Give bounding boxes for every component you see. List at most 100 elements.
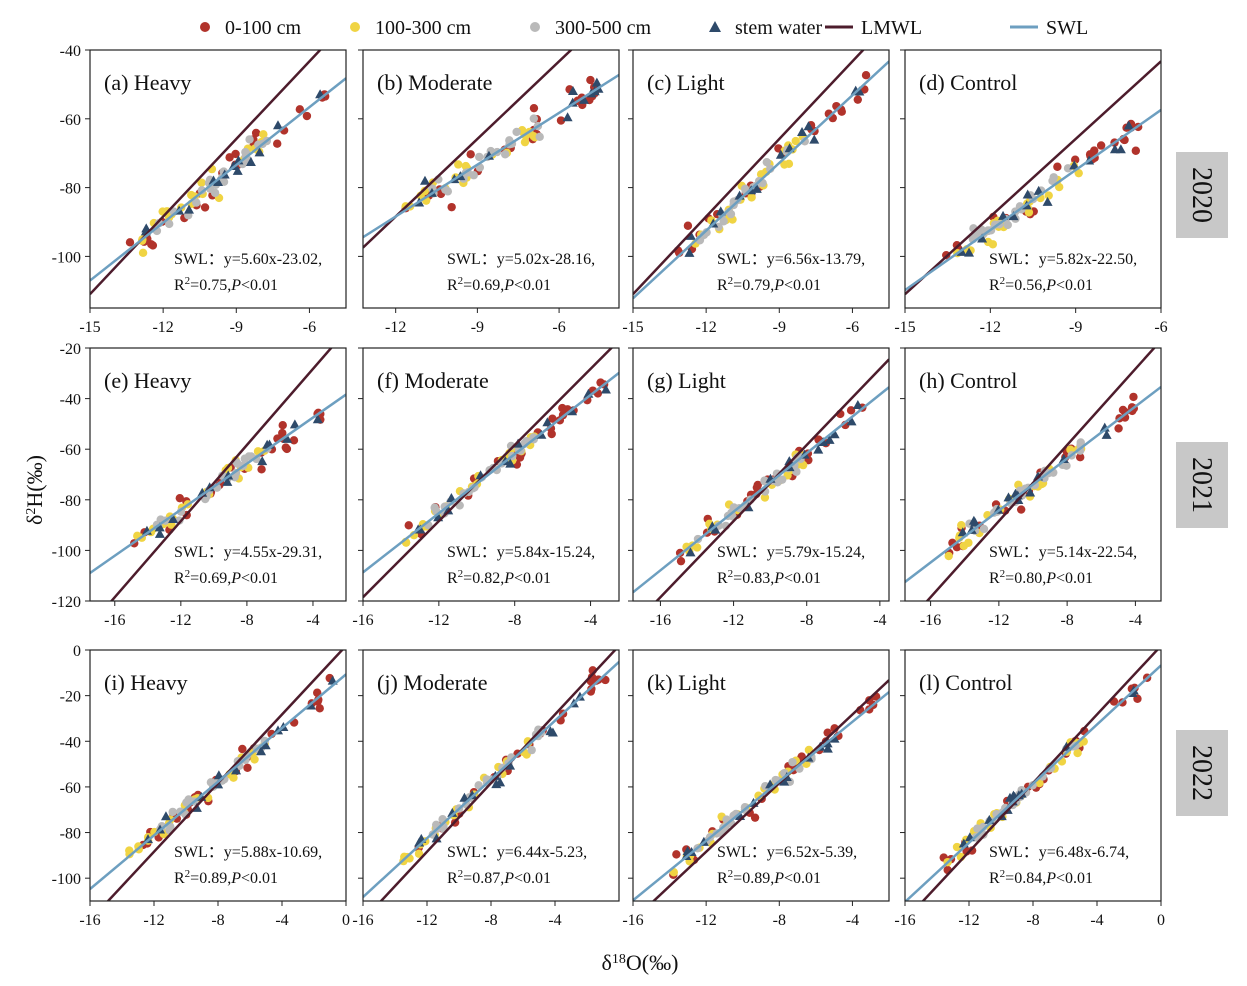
0-100cm-point <box>278 420 287 430</box>
swl-line <box>90 393 346 575</box>
y-tick-label: -80 <box>60 826 81 843</box>
stem-water-point <box>829 429 840 439</box>
0-100cm-point <box>243 763 252 772</box>
r2-p-value: R2=0.83,P<0.01 <box>717 568 821 587</box>
stem-water-point <box>260 740 271 750</box>
100-300cm-point <box>1073 748 1082 758</box>
swl-line <box>905 108 1161 292</box>
stem-water-point <box>1058 453 1069 463</box>
panel-h-control: -16 -12 -8 -4 (h) Control SWL：y=5.14x-22.54, R… <box>900 347 1162 629</box>
300-500cm-point <box>800 137 809 146</box>
legend-label: SWL <box>1046 17 1088 39</box>
legend-label: LMWL <box>861 17 922 39</box>
stem-water-point <box>809 134 820 144</box>
100-300cm-point <box>959 541 969 551</box>
stem-water-point <box>545 726 556 736</box>
0-100cm-point <box>1016 505 1026 514</box>
300-500cm-point <box>740 184 750 194</box>
0-100cm-point <box>529 103 539 113</box>
300-500cm-point <box>501 150 510 159</box>
legend-label: stem water <box>735 17 823 39</box>
stem-water-point <box>574 691 585 701</box>
x-tick-label: -8 <box>1060 612 1073 629</box>
stem-water-point <box>797 126 808 136</box>
row-label-2022: 2022 <box>1176 730 1228 816</box>
swl-equation: SWL：y=5.14x-22.54, <box>989 544 1137 561</box>
legend-marker <box>709 21 721 32</box>
plot-area <box>90 50 346 296</box>
lmwl-line <box>633 50 865 296</box>
x-tick-label: -4 <box>306 612 319 629</box>
panel-title: (g) Light <box>647 368 726 393</box>
swl-line <box>363 73 619 239</box>
stem-water-point <box>852 400 863 410</box>
0-100cm-point <box>404 521 413 530</box>
legend-item-300-500-cm: 300-500 cm <box>530 17 652 39</box>
300-500cm-point <box>182 798 191 807</box>
100-300cm-point <box>1055 182 1064 192</box>
swl-line <box>633 691 889 901</box>
stem-water-point <box>568 85 579 95</box>
x-tick-label: -16 <box>79 912 100 929</box>
r2-p-value: R2=0.89,P<0.01 <box>717 868 821 887</box>
0-100cm-point <box>558 403 567 413</box>
100-300cm-point <box>529 131 538 141</box>
0-100cm-point <box>175 493 185 503</box>
0-100cm-point <box>148 241 158 250</box>
stem-water-point <box>998 210 1009 220</box>
0-100cm-point <box>556 116 566 125</box>
stem-water-point <box>443 505 454 515</box>
r2-p-value: R2=0.84,P<0.01 <box>989 868 1093 887</box>
panel-title: (f) Moderate <box>377 368 489 393</box>
stem-water-point <box>779 776 790 786</box>
stem-water-point <box>684 247 695 257</box>
r2-p-value: R2=0.56,P<0.01 <box>989 275 1093 294</box>
0-100cm-point <box>251 128 261 138</box>
100-300cm-point <box>952 842 962 852</box>
x-tick-label: -12 <box>143 912 164 929</box>
y-tick-label: -40 <box>60 392 81 409</box>
stem-water-point <box>289 419 300 429</box>
row-label-text: 2021 <box>1186 457 1217 513</box>
x-tick-label: -6 <box>552 319 565 336</box>
0-100cm-point <box>281 443 291 452</box>
0-100cm-point <box>676 556 686 566</box>
panel-title: (e) Heavy <box>104 368 191 393</box>
x-tick-label: -12 <box>385 319 406 336</box>
x-tick-label: -6 <box>303 319 316 336</box>
300-500cm-point <box>762 157 771 167</box>
swl-equation: SWL：y=5.79x-15.24, <box>717 544 865 561</box>
stem-water-point <box>491 779 502 789</box>
stem-water-point <box>256 746 267 756</box>
plot-area <box>90 348 346 601</box>
plot-area <box>905 348 1161 601</box>
0-100cm-point <box>278 428 287 438</box>
300-500cm-point <box>1048 176 1057 186</box>
300-500cm-point <box>219 177 229 186</box>
y-tick-label: -100 <box>52 249 81 266</box>
stem-water-point <box>222 476 233 486</box>
legend-item-100-300-cm: 100-300 cm <box>350 17 472 39</box>
100-300cm-point <box>454 160 463 169</box>
panel-a-heavy: -15 -12 -9 -6 -100 -80 -60 -40 (a) Heavy SWL：y=5.… <box>52 43 347 336</box>
legend-marker <box>350 22 360 32</box>
legend-label: 0-100 cm <box>225 17 302 39</box>
x-tick-label: -16 <box>352 912 373 929</box>
300-500cm-point <box>245 135 254 144</box>
0-100cm-point <box>1129 392 1138 402</box>
x-tick-label: -12 <box>980 319 1001 336</box>
100-300cm-point <box>134 842 143 851</box>
stem-water-point <box>231 765 242 775</box>
panel-frame <box>904 49 1162 309</box>
stem-water-point <box>184 204 195 214</box>
panel-title: (i) Heavy <box>104 670 188 695</box>
r2-p-value: R2=0.69,P<0.01 <box>447 275 551 294</box>
panel-frame <box>89 649 347 902</box>
0-100cm-point <box>861 71 871 80</box>
x-tick-label: -12 <box>723 612 744 629</box>
lmwl-line <box>90 50 322 296</box>
swl-equation: SWL：y=6.52x-5.39, <box>717 844 857 861</box>
panel-g-light: -16 -12 -8 -4 (g) Light SWL：y=5.79x-15.24, R2=… <box>628 347 890 629</box>
100-300cm-point <box>520 137 530 147</box>
stem-water-point <box>1123 120 1134 130</box>
